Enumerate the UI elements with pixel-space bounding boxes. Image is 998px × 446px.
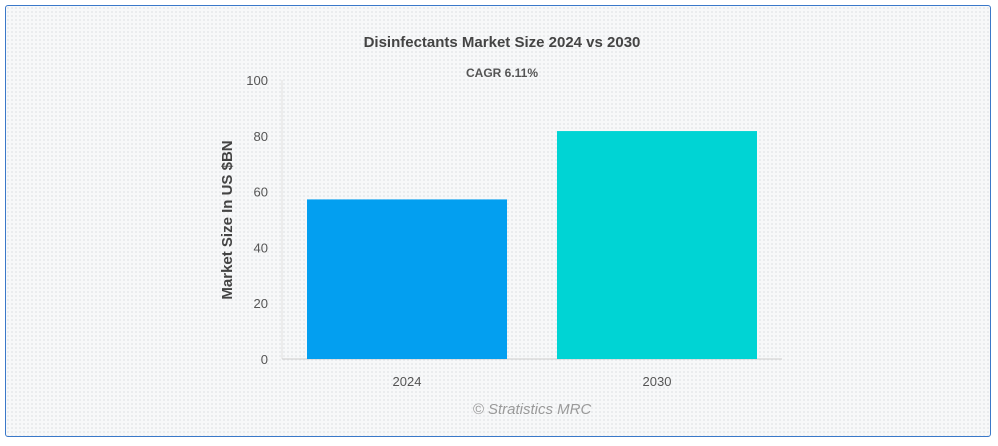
y-tick-label: 20 — [254, 296, 268, 311]
x-tick-label: 2030 — [643, 374, 672, 389]
y-tick-label: 40 — [254, 240, 268, 255]
y-tick-label: 80 — [254, 129, 268, 144]
chart-title: Disinfectants Market Size 2024 vs 2030 — [364, 34, 641, 51]
y-tick-label: 0 — [261, 352, 268, 367]
chart-subtitle: CAGR 6.11% — [466, 66, 538, 80]
y-ticks: 0 20 40 60 80 100 — [246, 73, 268, 367]
y-axis-label: Market Size In US $BN — [219, 140, 236, 299]
y-tick-label: 100 — [246, 73, 268, 88]
x-ticks: 2024 2030 — [393, 374, 672, 389]
bar-2030[interactable] — [557, 131, 757, 359]
x-tick-label: 2024 — [393, 374, 422, 389]
watermark-credit: © Stratistics MRC — [473, 401, 592, 418]
y-tick-label: 60 — [254, 185, 268, 200]
bar-2024[interactable] — [307, 199, 507, 359]
bars — [307, 131, 757, 359]
